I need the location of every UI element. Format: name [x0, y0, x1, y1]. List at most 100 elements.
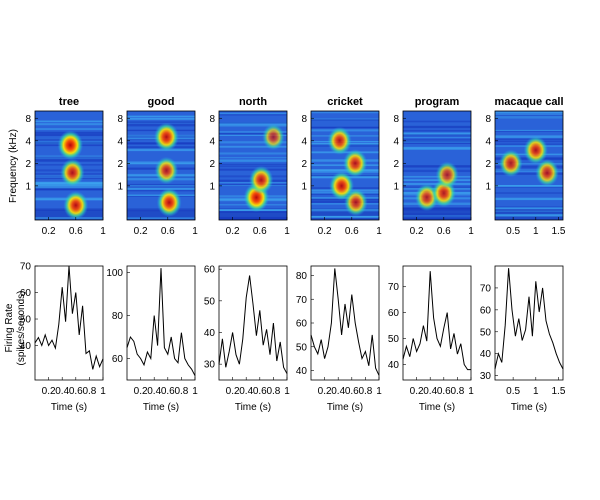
spectrogram-energy — [343, 149, 368, 178]
spectrogram-noise — [219, 124, 287, 127]
y-tick-label: 80 — [296, 271, 308, 282]
x-tick-label: 0.2 — [226, 386, 240, 397]
x-axis-label: Time (s) — [143, 402, 179, 413]
spectrogram-noise — [403, 208, 471, 211]
spectrogram-noise — [219, 211, 287, 213]
x-tick-label: 0.6 — [161, 386, 175, 397]
x-tick-label: 1 — [284, 226, 290, 237]
spectrogram-energy — [156, 188, 182, 217]
spectrogram-low-band — [127, 208, 195, 220]
x-tick-label: 0.6 — [253, 386, 267, 397]
y-tick-label: 50 — [296, 342, 308, 353]
x-tick-label: 0.8 — [174, 386, 188, 397]
firing-rate-panel: 40 50 60 70 0.2 0.4 0.6 0.8 1 Time (s) — [20, 262, 106, 414]
spectrogram-energy — [154, 122, 179, 152]
y-tick-label: 4 — [393, 136, 399, 147]
y-tick-label: 2 — [393, 159, 399, 170]
x-tick-label: 0.4 — [331, 386, 345, 397]
spectrogram-energy — [523, 136, 548, 165]
spectrogram-noise — [35, 123, 103, 126]
y-tick-label: 50 — [20, 315, 32, 326]
spectrogram-noise — [127, 117, 195, 120]
firing-rate-line — [218, 275, 288, 374]
y-tick-label: 1 — [209, 181, 215, 192]
spectrogram-energy — [344, 188, 368, 217]
y-tick-label: 2 — [209, 159, 215, 170]
spectrogram-noise — [495, 165, 563, 168]
y-tick-label: 60 — [20, 288, 32, 299]
spectrogram-noise — [495, 116, 563, 119]
spectrogram-energy — [63, 190, 89, 220]
spectrogram-noise — [311, 127, 379, 129]
spectrogram-noise — [495, 114, 563, 116]
spectrogram-noise — [495, 210, 563, 212]
spectrogram-frame — [126, 110, 196, 221]
spectrogram-energy — [249, 165, 274, 195]
spectrogram-noise — [403, 129, 471, 132]
spectrogram-noise — [403, 120, 471, 123]
spectrogram-noise — [311, 208, 379, 212]
spectrogram-frame — [402, 110, 472, 221]
y-tick-label: 50 — [480, 327, 492, 338]
spectrogram-noise — [495, 112, 563, 114]
spectrogram-noise — [219, 113, 287, 116]
spectrogram-noise — [403, 133, 471, 137]
spectrogram-noise — [35, 185, 103, 188]
spectrogram-panel: good 1 2 4 8 0.2 0.6 1 — [117, 96, 198, 237]
spectrogram-ylabel: Frequency (kHz) — [8, 129, 19, 203]
firing-rate-panel: 60 80 100 0.2 0.4 0.6 0.8 1 Time (s) — [106, 265, 198, 413]
y-tick-label: 8 — [209, 114, 215, 125]
x-tick-label: 0.2 — [410, 386, 424, 397]
y-tick-label: 1 — [485, 181, 491, 192]
spectrogram-noise — [495, 135, 563, 138]
x-tick-label: 0.6 — [345, 386, 359, 397]
spectrogram-noise — [219, 132, 287, 135]
spectrogram-noise — [219, 131, 287, 133]
y-tick-label: 50 — [388, 334, 400, 345]
y-tick-label: 50 — [204, 296, 216, 307]
rate-plot-frame — [126, 265, 196, 381]
y-tick-label: 8 — [301, 114, 307, 125]
firing-rate-line — [494, 268, 564, 370]
x-tick-label: 1 — [192, 226, 198, 237]
y-tick-label: 2 — [301, 159, 307, 170]
x-tick-label: 0.2 — [410, 226, 424, 237]
y-tick-label: 8 — [117, 114, 123, 125]
y-tick-label: 8 — [485, 114, 491, 125]
y-tick-label: 1 — [25, 181, 31, 192]
spectrogram-noise — [311, 215, 379, 218]
y-tick-label: 70 — [480, 283, 492, 294]
firing-rate-line — [402, 271, 471, 371]
panel-title: north — [239, 96, 267, 108]
spectrogram-noise — [35, 217, 103, 220]
y-tick-label: 1 — [393, 181, 399, 192]
y-tick-label: 2 — [25, 159, 31, 170]
y-tick-label: 60 — [204, 265, 216, 276]
spectrogram-noise — [495, 129, 563, 131]
firing-rate-line — [310, 268, 380, 376]
x-tick-label: 0.5 — [506, 226, 520, 237]
spectrogram-frame — [310, 110, 380, 221]
spectrogram-noise — [403, 138, 471, 141]
y-tick-label: 4 — [209, 136, 215, 147]
spectrogram-noise — [35, 187, 103, 189]
spectrogram-energy — [499, 149, 523, 178]
y-tick-label: 60 — [480, 305, 492, 316]
y-tick-label: 4 — [301, 136, 307, 147]
x-tick-label: 0.8 — [266, 386, 280, 397]
spectrogram-frame — [34, 110, 104, 221]
y-tick-label: 1 — [301, 181, 307, 192]
spectrogram-noise — [219, 112, 287, 115]
spectrogram-noise — [495, 162, 563, 165]
x-tick-label: 1 — [376, 386, 382, 397]
spectrogram-noise — [403, 137, 471, 139]
firing-rate-panel: 30 40 50 60 70 0.5 1 1.5 Time (s) — [480, 265, 566, 413]
x-tick-label: 0.5 — [506, 386, 520, 397]
rate-plot-frame — [218, 265, 288, 381]
spectrogram-noise — [403, 165, 471, 168]
y-tick-label: 40 — [480, 349, 492, 360]
spectrogram-noise — [127, 189, 195, 192]
y-tick-label: 30 — [204, 360, 216, 371]
spectrogram-noise — [219, 145, 287, 148]
